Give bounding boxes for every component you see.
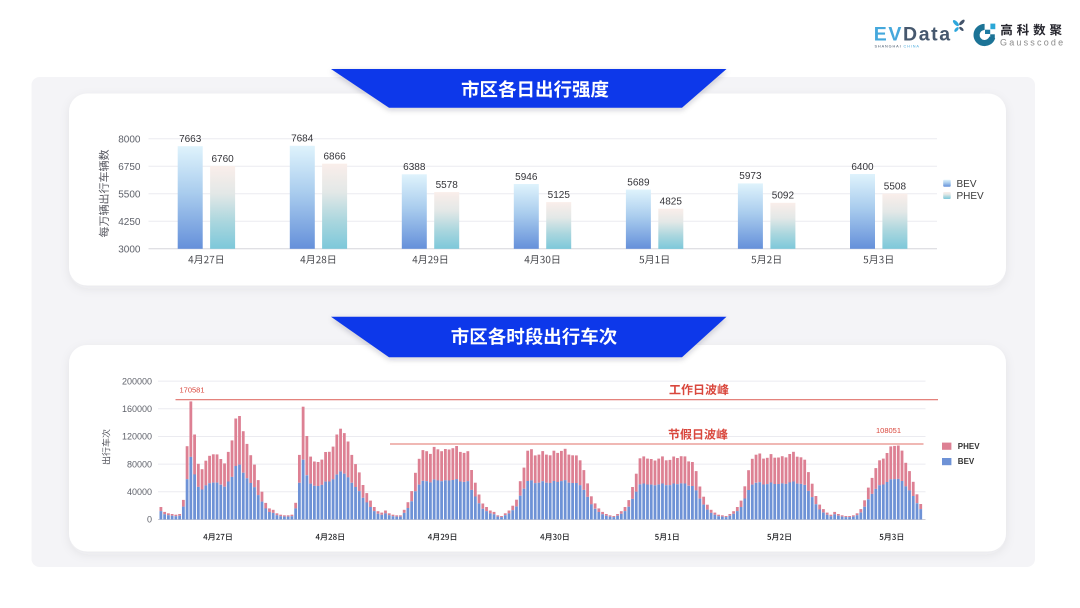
svg-text:4825: 4825 bbox=[660, 197, 683, 208]
svg-text:7684: 7684 bbox=[291, 134, 314, 145]
svg-text:4250: 4250 bbox=[118, 217, 141, 228]
svg-text:Gausscode: Gausscode bbox=[1000, 37, 1065, 47]
svg-text:6400: 6400 bbox=[851, 162, 874, 173]
svg-text:8000: 8000 bbox=[118, 134, 141, 145]
svg-text:5689: 5689 bbox=[627, 177, 650, 188]
svg-text:40000: 40000 bbox=[127, 487, 152, 497]
svg-text:5500: 5500 bbox=[118, 189, 141, 200]
svg-text:80000: 80000 bbox=[127, 459, 152, 469]
svg-text:6760: 6760 bbox=[211, 154, 234, 165]
svg-text:3000: 3000 bbox=[118, 244, 141, 255]
svg-text:120000: 120000 bbox=[122, 432, 152, 442]
svg-text:0: 0 bbox=[147, 515, 152, 525]
svg-text:EVData: EVData bbox=[874, 23, 952, 45]
svg-text:PHEV: PHEV bbox=[957, 191, 985, 202]
svg-text:BEV: BEV bbox=[958, 457, 975, 466]
svg-text:SHANGHAI CHINA: SHANGHAI CHINA bbox=[875, 45, 920, 49]
svg-text:5092: 5092 bbox=[772, 191, 795, 202]
svg-text:200000: 200000 bbox=[122, 376, 152, 386]
svg-text:170581: 170581 bbox=[180, 385, 205, 394]
svg-text:6866: 6866 bbox=[323, 152, 346, 163]
svg-text:160000: 160000 bbox=[122, 404, 152, 414]
svg-text:5946: 5946 bbox=[515, 172, 538, 183]
svg-text:6750: 6750 bbox=[118, 162, 141, 173]
svg-text:5973: 5973 bbox=[739, 171, 762, 182]
svg-text:5125: 5125 bbox=[548, 190, 571, 201]
svg-text:5578: 5578 bbox=[436, 180, 459, 191]
svg-text:PHEV: PHEV bbox=[958, 442, 980, 451]
svg-text:5508: 5508 bbox=[884, 181, 907, 192]
svg-text:BEV: BEV bbox=[957, 179, 977, 190]
svg-text:108051: 108051 bbox=[876, 426, 901, 435]
svg-text:7663: 7663 bbox=[179, 134, 202, 145]
svg-text:6388: 6388 bbox=[403, 162, 426, 173]
